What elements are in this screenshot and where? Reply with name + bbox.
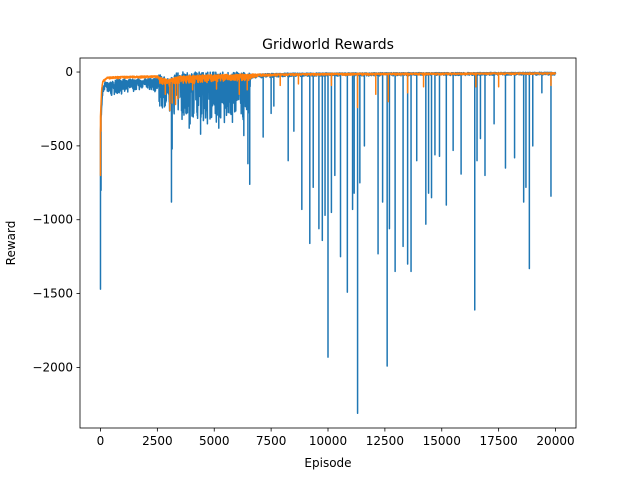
x-tick-label: 12500	[366, 434, 404, 448]
x-tick-label: 2500	[142, 434, 173, 448]
chart-title: Gridworld Rewards	[262, 37, 394, 53]
x-axis-label: Episode	[304, 456, 351, 470]
y-tick-label: −1500	[32, 287, 73, 301]
x-tick-label: 20000	[536, 434, 574, 448]
x-tick-label: 10000	[309, 434, 347, 448]
x-tick-label: 0	[97, 434, 105, 448]
y-tick-label: −1000	[32, 213, 73, 227]
plot-frame	[79, 57, 577, 429]
series-layer	[99, 71, 557, 414]
y-axis: 0 −500 −1000 −1500 −2000	[32, 65, 80, 374]
y-tick-label: −500	[40, 139, 73, 153]
y-axis-label: Reward	[4, 221, 18, 266]
y-tick-label: −2000	[32, 360, 73, 374]
x-tick-label: 17500	[480, 434, 518, 448]
x-tick-label: 5000	[199, 434, 230, 448]
x-tick-label: 15000	[423, 434, 461, 448]
y-tick-label: 0	[65, 65, 73, 79]
series-line-2	[99, 72, 557, 177]
x-tick-label: 7500	[256, 434, 287, 448]
x-axis: 0 2500 5000 7500 10000 12500 15000 17500 20000	[97, 428, 575, 448]
